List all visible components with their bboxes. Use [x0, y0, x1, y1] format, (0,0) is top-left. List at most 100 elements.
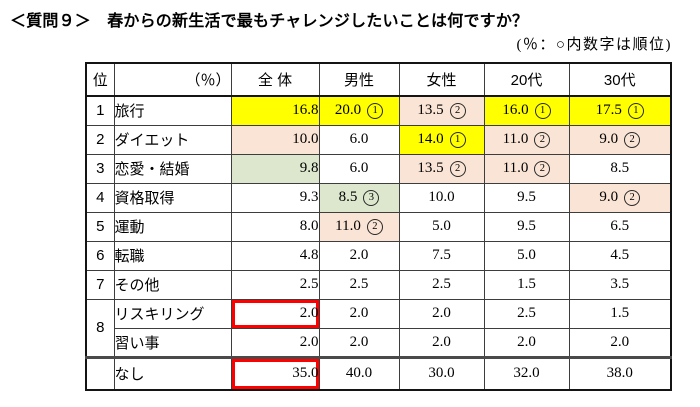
rank-cell: 3 [85, 153, 115, 184]
header-rank: 位 [85, 62, 115, 97]
value-cell-all-highlighted: 2.0 [230, 298, 320, 329]
item-cell: 転職 [113, 240, 232, 271]
value-cell-all: 9.3 [230, 182, 320, 213]
table-row: 4 資格取得 9.3 8.5 3 10.0 9.5 9.0 2 [85, 182, 672, 213]
value-cell-female: 13.5 2 [398, 95, 485, 126]
table-row: 1 旅行 16.8 20.0 1 13.5 2 16.0 1 17.5 1 [85, 95, 672, 126]
value-cell-all: 8.0 [230, 211, 320, 242]
rank-circle: 2 [366, 218, 383, 235]
rank-circle: 2 [624, 189, 641, 206]
item-cell: ダイエット [113, 124, 232, 155]
value-cell-age20: 9.5 [483, 182, 570, 213]
survey-results-table: 位 （％） 全 体 男性 女性 20代 30代 1 旅行 16.8 20.0 1 … [85, 62, 672, 391]
value-cell-male: 6.0 [318, 153, 400, 184]
table-row: 6 転職 4.8 2.0 7.5 5.0 4.5 [85, 240, 672, 271]
value-cell-age30: 17.5 1 [568, 95, 672, 126]
rank-circle: 1 [627, 102, 644, 119]
table-row: 習い事 2.0 2.0 2.0 2.0 2.0 [86, 327, 672, 358]
table-row: 8 リスキリング 2.0 2.0 2.0 2.5 1.5 [85, 298, 672, 358]
rank-cell: 2 [85, 124, 115, 155]
item-cell: 恋愛・結婚 [113, 153, 232, 184]
header-item-pct: （％） [113, 62, 232, 97]
value-cell-age30: 9.0 2 [568, 182, 672, 213]
rank-cell [85, 355, 115, 391]
legend-note: (％：○内数字は順位) [516, 37, 672, 53]
rank-circle: 3 [363, 189, 380, 206]
value-cell-age20: 2.0 [483, 327, 570, 358]
value-cell-all: 2.5 [230, 269, 320, 300]
item-cell: 資格取得 [113, 182, 232, 213]
rank-circle: 2 [449, 102, 466, 119]
value-cell-age20: 5.0 [483, 240, 570, 271]
table-row: なし 35.0 40.0 30.0 32.0 38.0 [85, 355, 672, 391]
value-cell-all: 16.8 [230, 95, 320, 126]
rank-circle: 1 [534, 102, 551, 119]
value-cell-all: 9.8 [230, 153, 320, 184]
value-cell-all: 10.0 [230, 124, 320, 155]
value-cell-male: 20.0 1 [318, 95, 400, 126]
rank-circle: 1 [449, 131, 466, 148]
question-title: ＜質問９＞ 春からの新生活で最もチャレンジしたいことは何ですか？ [10, 13, 529, 30]
value-cell-age20: 1.5 [483, 269, 570, 300]
value-cell-age20: 32.0 [483, 355, 570, 391]
value-cell-female: 2.0 [398, 327, 485, 358]
table-row: 7 その他 2.5 2.5 2.5 1.5 3.5 [85, 269, 672, 300]
header-all: 全 体 [230, 62, 320, 97]
value-cell-male: 40.0 [318, 355, 400, 391]
rank-circle: 2 [534, 160, 551, 177]
value-cell-age20: 16.0 1 [483, 95, 570, 126]
value-cell-female: 10.0 [398, 182, 485, 213]
value-cell-female: 30.0 [398, 355, 485, 391]
rank-circle: 2 [449, 160, 466, 177]
item-cell: 旅行 [113, 95, 232, 126]
item-cell: 運動 [113, 211, 232, 242]
value-cell-male: 11.0 2 [318, 211, 400, 242]
value-cell-female: 13.5 2 [398, 153, 485, 184]
rank-cell: 8 [85, 298, 115, 358]
rank-cell: 6 [85, 240, 115, 271]
table-row: 5 運動 8.0 11.0 2 5.0 9.5 6.5 [85, 211, 672, 242]
rank-circle: 2 [534, 131, 551, 148]
value-cell-male: 2.0 [318, 327, 400, 358]
header-male: 男性 [318, 62, 400, 97]
value-cell-age30: 1.5 [568, 298, 672, 329]
rank-circle: 1 [367, 102, 384, 119]
header-age20: 20代 [483, 62, 570, 97]
item-cell: その他 [113, 269, 232, 300]
value-cell-female: 2.0 [398, 298, 485, 329]
value-cell-male: 6.0 [318, 124, 400, 155]
header-female: 女性 [398, 62, 485, 97]
value-cell-age30: 9.0 2 [568, 124, 672, 155]
value-cell-female: 5.0 [398, 211, 485, 242]
value-cell-age30: 3.5 [568, 269, 672, 300]
value-cell-male: 2.0 [318, 240, 400, 271]
value-cell-female: 7.5 [398, 240, 485, 271]
rank-cell: 1 [85, 95, 115, 126]
rank-circle: 2 [624, 131, 641, 148]
value-cell-all-highlighted: 35.0 [230, 355, 320, 391]
value-cell-all: 4.8 [230, 240, 320, 271]
item-cell: リスキリング [113, 298, 232, 329]
rank-cell: 5 [85, 211, 115, 242]
value-cell-female: 2.5 [398, 269, 485, 300]
value-cell-age20: 11.0 2 [483, 153, 570, 184]
value-cell-age20: 11.0 2 [483, 124, 570, 155]
header-age30: 30代 [568, 62, 672, 97]
value-cell-age30: 38.0 [568, 355, 672, 391]
value-cell-male: 2.5 [318, 269, 400, 300]
value-cell-age30: 8.5 [568, 153, 672, 184]
item-cell: 習い事 [113, 327, 232, 358]
value-cell-age30: 6.5 [568, 211, 672, 242]
value-cell-female: 14.0 1 [398, 124, 485, 155]
value-cell-male: 8.5 3 [318, 182, 400, 213]
value-cell-all: 2.0 [230, 327, 320, 358]
rank-cell: 4 [85, 182, 115, 213]
table-row: 3 恋愛・結婚 9.8 6.0 13.5 2 11.0 2 8.5 [85, 153, 672, 184]
item-cell: なし [113, 355, 232, 391]
rank-cell: 7 [85, 269, 115, 300]
value-cell-age20: 2.5 [483, 298, 570, 329]
table-row: 2 ダイエット 10.0 6.0 14.0 1 11.0 2 9.0 2 [85, 124, 672, 155]
value-cell-age30: 4.5 [568, 240, 672, 271]
value-cell-age20: 9.5 [483, 211, 570, 242]
